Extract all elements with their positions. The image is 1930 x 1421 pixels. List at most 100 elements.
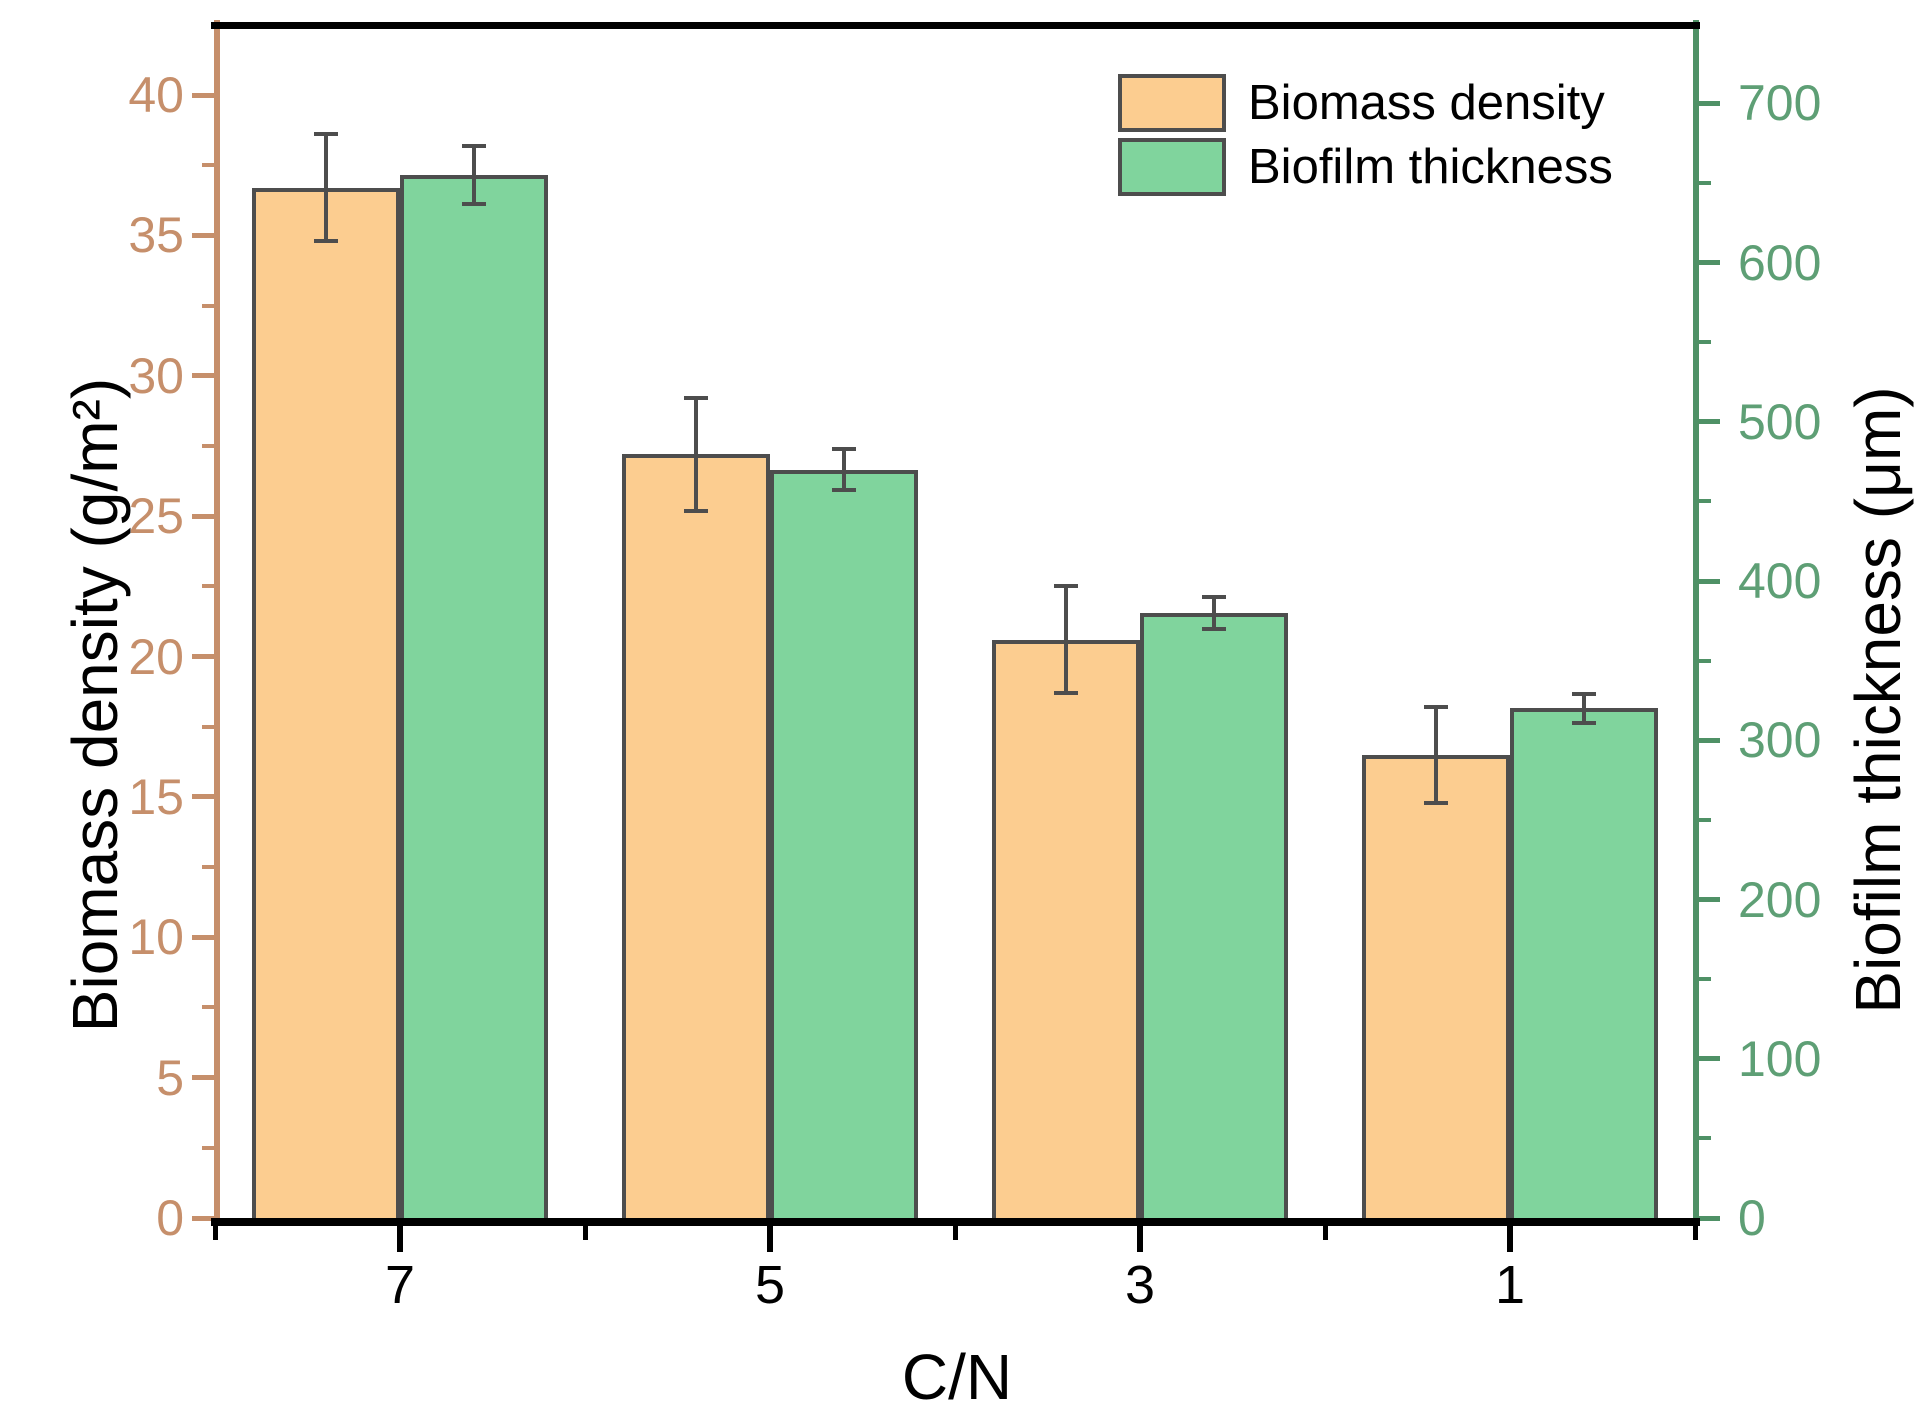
left-axis-tick-label: 25 (128, 488, 184, 545)
bar-biomass-density-cn5 (622, 454, 770, 1218)
right-axis-tick-label: 100 (1738, 1030, 1822, 1087)
legend-swatch-biofilm-thickness (1118, 138, 1226, 196)
x-axis-major-tick (767, 1226, 773, 1252)
error-bar-cap (1424, 800, 1448, 805)
error-bar-cap (462, 201, 486, 206)
error-bar-cap (1202, 594, 1226, 599)
left-axis-tick-label: 15 (128, 768, 184, 825)
right-axis-minor-tick (1699, 977, 1711, 982)
bar-biofilm-thickness-cn1 (1510, 708, 1658, 1218)
x-axis-minor-tick (212, 1226, 218, 1240)
left-axis-major-tick (192, 794, 214, 800)
left-axis-tick-label: 35 (128, 207, 184, 264)
error-bar-cap (1202, 626, 1226, 631)
legend-row-biomass-density: Biomass density (1118, 74, 1613, 132)
x-axis-minor-tick (1692, 1226, 1698, 1240)
legend-swatch-biomass-density (1118, 74, 1226, 132)
right-axis-major-tick (1699, 1215, 1720, 1221)
error-bar-cap (1054, 691, 1078, 695)
left-axis-major-tick (192, 934, 214, 940)
right-axis-major-tick (1699, 100, 1720, 106)
x-axis-major-tick (1137, 1226, 1143, 1252)
right-axis-major-tick (1699, 737, 1720, 743)
error-bar-biomass-density-cn5 (694, 398, 698, 511)
right-axis-title: Biofilm thickness (μm) (1842, 386, 1914, 1014)
left-axis-minor-tick (202, 724, 214, 729)
error-bar-cap (684, 508, 708, 513)
error-bar-cap (832, 488, 856, 493)
left-axis-minor-tick (202, 443, 214, 448)
left-axis-major-tick (192, 654, 214, 659)
error-bar-biofilm-thickness-cn3 (1212, 596, 1216, 629)
left-axis-tick-label: 10 (128, 909, 184, 966)
right-axis-tick-label: 200 (1738, 871, 1822, 928)
error-bar-cap (832, 446, 856, 451)
error-bar-biomass-density-cn1 (1434, 707, 1438, 803)
left-axis-tick-label: 40 (128, 67, 184, 123)
error-bar-cap (1054, 584, 1078, 589)
left-axis-minor-tick (202, 1145, 214, 1150)
right-axis-major-tick (1699, 260, 1720, 265)
right-axis-minor-tick (1699, 499, 1711, 504)
x-axis-category-label: 5 (754, 1255, 786, 1315)
bar-biofilm-thickness-cn7 (400, 174, 548, 1218)
error-bar-biomass-density-cn7 (324, 134, 328, 241)
error-bar-cap (314, 132, 338, 137)
error-bar-cap (684, 396, 708, 401)
error-bar-biomass-density-cn3 (1064, 586, 1068, 693)
left-axis-major-tick (192, 513, 214, 519)
right-axis-tick-label: 300 (1738, 712, 1822, 769)
right-axis-minor-tick (1699, 1136, 1711, 1141)
right-axis-minor-tick (1699, 658, 1711, 663)
left-axis-tick-label: 0 (156, 1190, 184, 1246)
top-axis-line (211, 22, 1700, 29)
x-axis-category-label: 3 (1124, 1255, 1156, 1315)
right-axis-tick-label: 0 (1738, 1190, 1766, 1246)
left-axis-minor-tick (202, 865, 214, 870)
right-axis-minor-tick (1699, 817, 1711, 822)
x-axis-title: C/N (901, 1341, 1013, 1413)
bar-biofilm-thickness-cn3 (1140, 612, 1288, 1218)
x-axis-major-tick (397, 1226, 403, 1252)
right-axis-tick-label: 600 (1738, 234, 1822, 291)
bottom-axis-line (211, 1218, 1700, 1226)
left-axis-minor-tick (202, 1005, 214, 1010)
left-axis-tick-label: 20 (128, 628, 184, 685)
left-axis-major-tick (192, 232, 214, 238)
bar-biofilm-thickness-cn5 (770, 469, 918, 1218)
left-axis-major-tick (192, 92, 214, 98)
x-axis-major-tick (1507, 1226, 1513, 1252)
error-bar-cap (1572, 692, 1596, 697)
x-axis-minor-tick (1322, 1226, 1328, 1240)
error-bar-cap (1424, 705, 1448, 709)
error-bar-biofilm-thickness-cn7 (472, 146, 476, 204)
right-axis-minor-tick (1699, 180, 1711, 185)
left-axis-major-tick (192, 1215, 214, 1221)
left-axis-line (214, 20, 220, 1220)
left-axis-major-tick (192, 1075, 214, 1081)
error-bar-biofilm-thickness-cn5 (842, 448, 846, 491)
right-axis-major-tick (1699, 897, 1720, 902)
right-axis-line (1693, 20, 1699, 1226)
left-axis-minor-tick (202, 163, 214, 168)
x-axis-category-label: 7 (384, 1255, 416, 1315)
legend-label-biofilm-thickness: Biofilm thickness (1248, 140, 1613, 194)
error-bar-biofilm-thickness-cn1 (1582, 694, 1586, 723)
error-bar-cap (314, 239, 338, 243)
right-axis-tick-label: 400 (1738, 553, 1822, 609)
left-axis-tick-label: 5 (156, 1049, 184, 1106)
left-axis-minor-tick (202, 584, 214, 589)
right-axis-minor-tick (1699, 340, 1711, 345)
left-axis-title: Biomass density (g/m²) (59, 377, 131, 1033)
legend-row-biofilm-thickness: Biofilm thickness (1118, 138, 1613, 196)
x-axis-category-label: 1 (1494, 1255, 1526, 1315)
x-axis-minor-tick (952, 1226, 958, 1240)
legend: Biomass density Biofilm thickness (1118, 74, 1613, 196)
right-axis-major-tick (1699, 419, 1720, 425)
right-axis-major-tick (1699, 578, 1720, 584)
error-bar-cap (1572, 720, 1596, 725)
bar-biomass-density-cn7 (252, 187, 400, 1218)
error-bar-cap (462, 144, 486, 149)
x-axis-minor-tick (582, 1226, 588, 1240)
